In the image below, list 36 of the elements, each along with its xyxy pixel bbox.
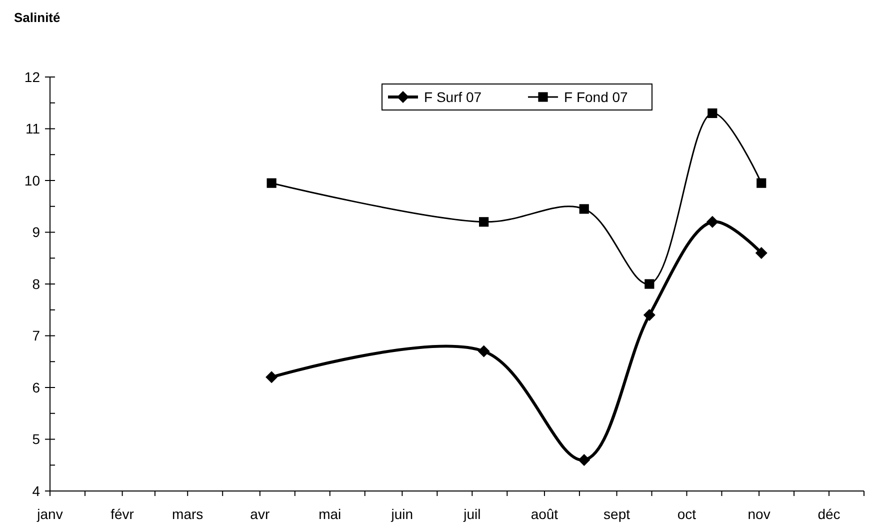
point [706,216,718,228]
point [643,309,656,322]
legend-label: F Surf 07 [424,88,482,105]
y-tick-label: 5 [32,431,40,448]
x-tick-label: oct [677,506,696,522]
y-tick-label: 9 [32,224,40,240]
y-tick-label: 11 [25,120,40,137]
x-tick-label: mai [318,506,342,522]
legend-label: F Fond 07 [564,88,628,105]
x-tick-label: août [530,506,558,522]
y-tick-label: 6 [32,379,40,396]
x-tick-label: sept [604,506,630,522]
point [755,246,768,259]
y-tick-label: 12 [24,68,40,85]
point [479,217,489,227]
x-tick-label: janv [36,506,63,522]
point [708,108,718,118]
y-tick-label: 10 [24,172,40,188]
x-tick-label: févr [110,506,134,522]
x-tick-label: juil [462,506,481,522]
point [578,454,590,466]
x-tick-label: avr [250,506,270,522]
point [266,371,278,384]
point [756,178,766,188]
point [478,345,490,358]
y-tick-label: 8 [32,276,40,292]
x-tick-label: mars [172,506,204,522]
x-tick-label: nov [748,506,770,522]
point [579,204,589,214]
point [266,178,276,188]
y-tick-label: 4 [32,482,40,499]
y-tick-label: 7 [32,328,40,344]
x-tick-label: juin [390,506,414,522]
chart-title: Salinité [14,10,60,25]
point [644,279,654,289]
x-tick-label: déc [818,506,840,522]
